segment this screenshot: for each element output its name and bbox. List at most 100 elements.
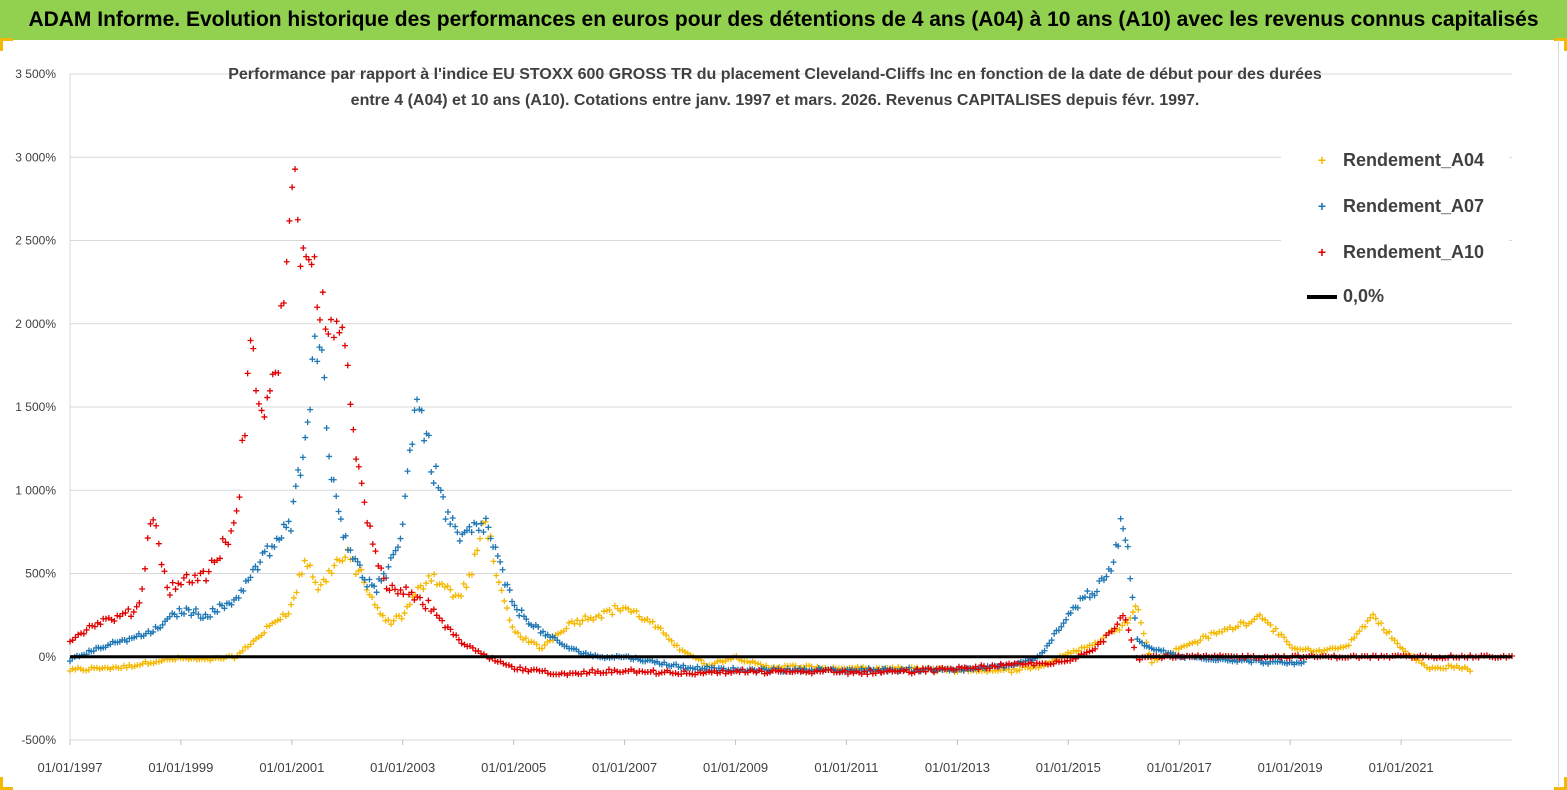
point-rendement-a10 — [347, 401, 354, 408]
point-rendement-a10 — [572, 669, 579, 676]
point-rendement-a07 — [463, 527, 470, 534]
point-rendement-a07 — [404, 468, 411, 475]
point-rendement-a10 — [650, 667, 657, 674]
point-rendement-a04 — [1138, 619, 1145, 626]
point-rendement-a10 — [1042, 660, 1049, 667]
point-rendement-a07 — [421, 437, 428, 444]
point-rendement-a10 — [322, 326, 329, 333]
point-rendement-a07 — [1100, 577, 1107, 584]
point-rendement-a07 — [1124, 543, 1131, 550]
point-rendement-a07 — [67, 658, 73, 665]
point-rendement-a04 — [293, 589, 300, 596]
point-rendement-a04 — [625, 605, 632, 612]
point-rendement-a04 — [1367, 614, 1374, 621]
point-rendement-a07 — [1091, 592, 1098, 599]
chart-legend: + Rendement_A04 + Rendement_A07 + Rendem… — [1281, 136, 1509, 320]
point-rendement-a10 — [764, 670, 771, 677]
point-rendement-a07 — [356, 562, 363, 569]
point-rendement-a04 — [533, 641, 540, 648]
point-rendement-a04 — [1370, 611, 1377, 618]
point-rendement-a10 — [175, 580, 182, 587]
point-rendement-a07 — [1063, 616, 1070, 623]
point-rendement-a07 — [395, 544, 402, 551]
point-rendement-a07 — [447, 521, 454, 528]
point-rendement-a07 — [90, 648, 97, 655]
point-rendement-a10 — [217, 555, 224, 562]
point-rendement-a10 — [280, 299, 287, 306]
point-rendement-a07 — [882, 665, 889, 672]
point-rendement-a07 — [1110, 559, 1117, 566]
point-rendement-a07 — [540, 628, 547, 635]
point-rendement-a07 — [392, 547, 399, 554]
point-rendement-a07 — [1051, 630, 1058, 637]
point-rendement-a07 — [209, 605, 216, 612]
point-rendement-a07 — [1067, 610, 1074, 617]
point-rendement-a07 — [354, 558, 361, 565]
point-rendement-a10 — [380, 575, 387, 582]
point-rendement-a04 — [738, 657, 745, 664]
point-rendement-a04 — [420, 586, 427, 593]
point-rendement-a10 — [67, 638, 73, 645]
point-rendement-a07 — [440, 493, 447, 500]
point-rendement-a07 — [326, 453, 333, 460]
point-rendement-a07 — [494, 553, 501, 560]
point-rendement-a04 — [104, 664, 111, 671]
legend-label-a07: Rendement_A07 — [1343, 196, 1485, 216]
point-rendement-a04 — [501, 598, 508, 605]
point-rendement-a04 — [1324, 646, 1331, 653]
point-rendement-a04 — [474, 547, 481, 554]
y-tick-label: 0% — [39, 650, 57, 664]
point-rendement-a04 — [506, 617, 513, 624]
point-rendement-a07 — [295, 466, 302, 473]
point-rendement-a04 — [590, 616, 597, 623]
point-rendement-a07 — [511, 602, 518, 609]
point-rendement-a10 — [239, 437, 246, 444]
point-rendement-a07 — [261, 548, 268, 555]
point-rendement-a07 — [287, 527, 294, 534]
y-tick-label: 1 000% — [15, 483, 56, 497]
point-rendement-a10 — [1111, 625, 1118, 632]
point-rendement-a10 — [1131, 644, 1138, 651]
point-rendement-a07 — [252, 563, 259, 570]
point-rendement-a07 — [1127, 575, 1134, 582]
point-rendement-a10 — [1100, 638, 1107, 645]
point-rendement-a07 — [318, 347, 325, 354]
legend-label-a04: Rendement_A04 — [1343, 150, 1485, 170]
frame-corner-bottom-right — [1554, 777, 1567, 790]
point-rendement-a07 — [1084, 588, 1091, 595]
point-rendement-a10 — [147, 520, 154, 527]
point-rendement-a10 — [853, 668, 860, 675]
x-tick-label: 01/01/2009 — [703, 760, 768, 775]
point-rendement-a07 — [176, 605, 183, 612]
point-rendement-a04 — [298, 571, 305, 578]
point-rendement-a10 — [150, 516, 157, 523]
x-tick-label: 01/01/2019 — [1258, 760, 1323, 775]
point-rendement-a07 — [352, 555, 359, 562]
point-rendement-a10 — [1128, 636, 1135, 643]
point-rendement-a07 — [385, 563, 392, 570]
point-rendement-a10 — [308, 261, 315, 268]
point-rendement-a04 — [239, 647, 246, 654]
point-rendement-a10 — [241, 432, 248, 439]
point-rendement-a10 — [880, 668, 887, 675]
point-rendement-a04 — [463, 584, 470, 591]
point-rendement-a10 — [292, 166, 299, 173]
point-rendement-a04 — [493, 572, 500, 579]
point-rendement-a10 — [289, 184, 296, 191]
point-rendement-a10 — [1083, 649, 1090, 656]
point-rendement-a10 — [228, 528, 235, 535]
point-rendement-a07 — [1093, 588, 1100, 595]
point-rendement-a04 — [444, 583, 451, 590]
point-rendement-a07 — [314, 358, 321, 365]
point-rendement-a04 — [1353, 630, 1360, 637]
point-rendement-a10 — [350, 426, 357, 433]
point-rendement-a04 — [96, 666, 103, 673]
point-rendement-a07 — [173, 613, 180, 620]
legend-marker-a10: + — [1317, 244, 1327, 260]
point-rendement-a07 — [478, 520, 485, 527]
point-rendement-a04 — [433, 581, 440, 588]
point-rendement-a04 — [1116, 626, 1123, 633]
point-rendement-a04 — [539, 645, 546, 652]
point-rendement-a04 — [1283, 638, 1290, 645]
point-rendement-a10 — [130, 608, 137, 615]
